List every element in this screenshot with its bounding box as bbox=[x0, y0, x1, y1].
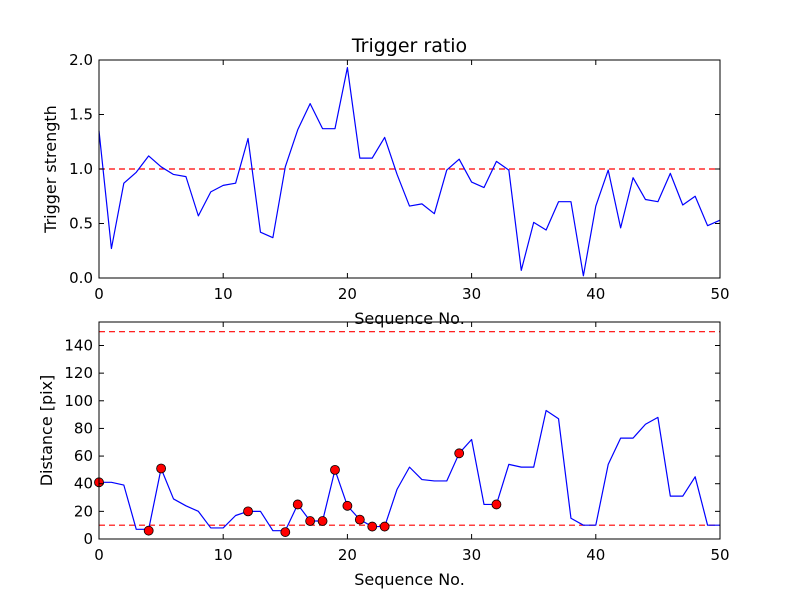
y-tick-label: 20 bbox=[74, 502, 93, 520]
data-point bbox=[305, 516, 316, 526]
y-tick-label: 2.0 bbox=[69, 51, 93, 69]
y-axis-label: Distance [pix] bbox=[37, 375, 56, 487]
data-point bbox=[243, 506, 253, 517]
y-tick-label: 0.5 bbox=[69, 215, 93, 233]
chart-title: Trigger ratio bbox=[351, 35, 467, 57]
x-tick-label: 50 bbox=[710, 285, 729, 303]
data-point bbox=[342, 500, 353, 511]
y-tick-label: 0 bbox=[83, 530, 93, 548]
y-tick-label: 60 bbox=[74, 447, 93, 465]
data-point bbox=[354, 514, 365, 525]
x-tick-label: 0 bbox=[94, 285, 104, 303]
y-tick-label: 100 bbox=[64, 392, 93, 410]
data-point bbox=[143, 525, 154, 536]
data-point bbox=[379, 521, 390, 532]
data-point bbox=[330, 464, 340, 475]
y-tick-label: 40 bbox=[74, 475, 93, 493]
x-tick-label: 10 bbox=[214, 546, 233, 564]
data-point bbox=[156, 463, 167, 474]
x-axis-label: Sequence No. bbox=[354, 309, 465, 328]
y-tick-label: 1.5 bbox=[69, 106, 93, 124]
series-line bbox=[98, 67, 721, 277]
data-point bbox=[280, 527, 291, 537]
data-point bbox=[317, 516, 328, 526]
data-point bbox=[491, 499, 502, 510]
data-point bbox=[292, 499, 303, 510]
x-tick-label: 30 bbox=[462, 546, 481, 564]
y-tick-label: 140 bbox=[64, 336, 93, 354]
y-axis-label: Trigger strength bbox=[41, 105, 60, 234]
x-tick-label: 10 bbox=[214, 285, 233, 303]
x-tick-label: 20 bbox=[338, 546, 357, 564]
data-point bbox=[454, 448, 465, 459]
x-tick-label: 50 bbox=[710, 546, 729, 564]
data-point bbox=[367, 521, 378, 532]
series-line bbox=[99, 409, 720, 532]
y-tick-label: 1.0 bbox=[69, 160, 93, 178]
y-tick-label: 80 bbox=[74, 419, 93, 437]
x-tick-label: 40 bbox=[586, 285, 605, 303]
x-tick-label: 30 bbox=[462, 285, 481, 303]
y-tick-label: 120 bbox=[64, 364, 93, 382]
plot-frame bbox=[98, 321, 721, 540]
y-tick-label: 0.0 bbox=[69, 269, 93, 287]
x-axis-label: Sequence No. bbox=[354, 570, 465, 589]
x-tick-label: 0 bbox=[94, 546, 104, 564]
x-tick-label: 20 bbox=[338, 285, 357, 303]
x-tick-label: 40 bbox=[586, 546, 605, 564]
